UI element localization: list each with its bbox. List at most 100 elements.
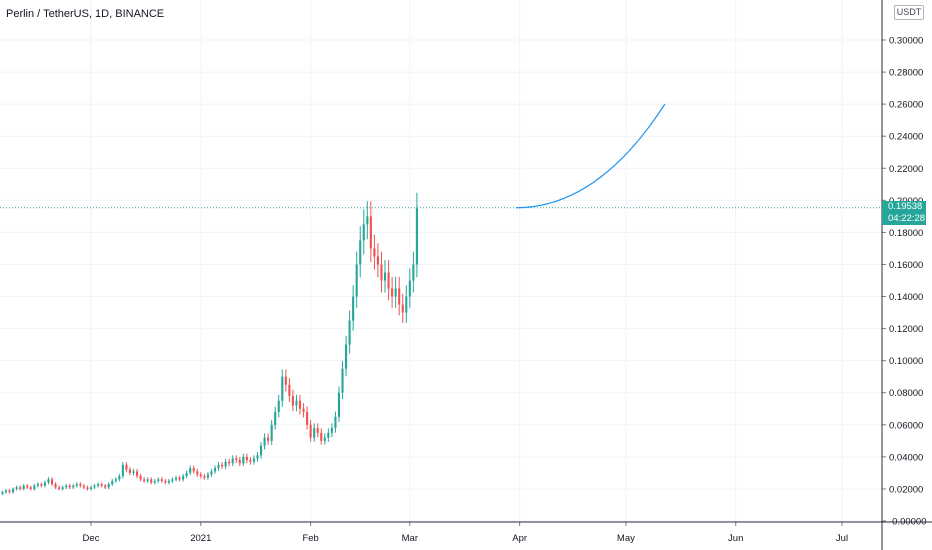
candle-body: [8, 490, 11, 493]
price-tick-label: 0.10000: [889, 356, 923, 367]
candle: [139, 473, 142, 482]
candle: [26, 483, 29, 490]
candle-body: [412, 264, 415, 281]
candle: [412, 251, 415, 293]
time-axis[interactable]: Dec 2021 Feb Mar Apr May Jun Jul: [0, 521, 932, 544]
candle: [143, 477, 146, 483]
candle: [245, 453, 248, 464]
candle: [259, 441, 263, 459]
candle-body: [405, 296, 408, 313]
candle: [199, 472, 202, 479]
candle: [316, 423, 319, 438]
candle-body: [160, 479, 163, 481]
candle: [8, 489, 11, 494]
candle: [150, 477, 153, 485]
candle-body: [362, 224, 365, 241]
candle: [36, 482, 39, 488]
bar-countdown-label: 04:22:28: [882, 212, 926, 225]
price-tick-label: 0.08000: [889, 388, 923, 399]
price-axis[interactable]: 0.300000.280000.260000.240000.220000.200…: [881, 0, 927, 550]
candle-body: [380, 264, 383, 281]
time-tick-label: Jul: [836, 533, 848, 544]
candle: [15, 485, 18, 491]
candle: [196, 468, 199, 477]
candle-body: [79, 484, 82, 486]
candle: [383, 260, 387, 293]
time-tick-label: Apr: [512, 533, 527, 544]
candle: [320, 428, 323, 445]
candle: [1, 490, 4, 496]
candle-body: [398, 288, 401, 305]
time-tick-label: Jun: [728, 533, 743, 544]
price-tick-label: 0.22000: [889, 164, 923, 175]
candle: [104, 483, 107, 490]
price-tick-label: 0.02000: [889, 484, 923, 495]
candle-body: [15, 487, 18, 489]
candle: [348, 310, 351, 354]
candle: [242, 453, 245, 467]
candle-body: [383, 272, 387, 281]
candle: [373, 234, 376, 270]
candle: [263, 433, 266, 450]
candle-body: [196, 471, 199, 475]
candle: [366, 201, 369, 240]
candle-body: [344, 344, 348, 369]
candle: [391, 276, 394, 308]
candle-body: [199, 474, 202, 477]
candle: [167, 478, 170, 485]
candle: [125, 462, 128, 473]
candle-body: [61, 487, 64, 489]
candle-body: [263, 437, 266, 446]
time-tick-label: May: [617, 533, 635, 544]
candle: [160, 477, 163, 483]
candle-body: [394, 288, 397, 297]
candle: [54, 482, 57, 490]
currency-button[interactable]: USDT: [894, 5, 924, 20]
candle: [182, 473, 185, 482]
candle: [401, 293, 404, 323]
candle: [228, 458, 231, 467]
candle-body: [323, 437, 326, 441]
candle: [135, 468, 139, 479]
candle: [337, 386, 341, 422]
candle-body: [348, 320, 351, 345]
candle: [43, 480, 47, 488]
price-tick-label: 0.14000: [889, 292, 923, 303]
candle: [334, 411, 337, 433]
candle-body: [249, 460, 252, 462]
candle: [174, 475, 178, 482]
candle-body: [277, 400, 280, 412]
candle-body: [295, 400, 298, 406]
price-tick-label: 0.24000: [889, 132, 923, 143]
candle-body: [118, 476, 121, 480]
candle: [50, 477, 54, 486]
candle-body: [178, 477, 181, 480]
candle: [178, 475, 181, 482]
candle: [238, 457, 241, 467]
candle-body: [111, 480, 114, 485]
candle: [256, 451, 259, 462]
candle: [306, 406, 309, 430]
candle-body: [213, 468, 217, 472]
candle-body: [107, 484, 110, 488]
price-tick-label: 0.30000: [889, 36, 923, 47]
candle: [4, 489, 8, 494]
candle-body: [352, 296, 355, 321]
candle-body: [217, 464, 220, 469]
candle: [79, 482, 82, 488]
candle-body: [221, 464, 224, 467]
chart-grid: [0, 0, 882, 522]
candle-body: [89, 487, 93, 489]
candle-body: [259, 445, 263, 456]
candle-body: [415, 208, 418, 265]
candle-body: [82, 485, 85, 488]
candle: [12, 487, 15, 494]
time-tick-label: Mar: [402, 533, 418, 544]
candle-body: [313, 428, 316, 438]
candle-body: [376, 256, 380, 265]
candle: [146, 477, 149, 483]
candle-body: [36, 484, 39, 486]
candle-body: [373, 248, 376, 257]
candle: [231, 455, 234, 467]
